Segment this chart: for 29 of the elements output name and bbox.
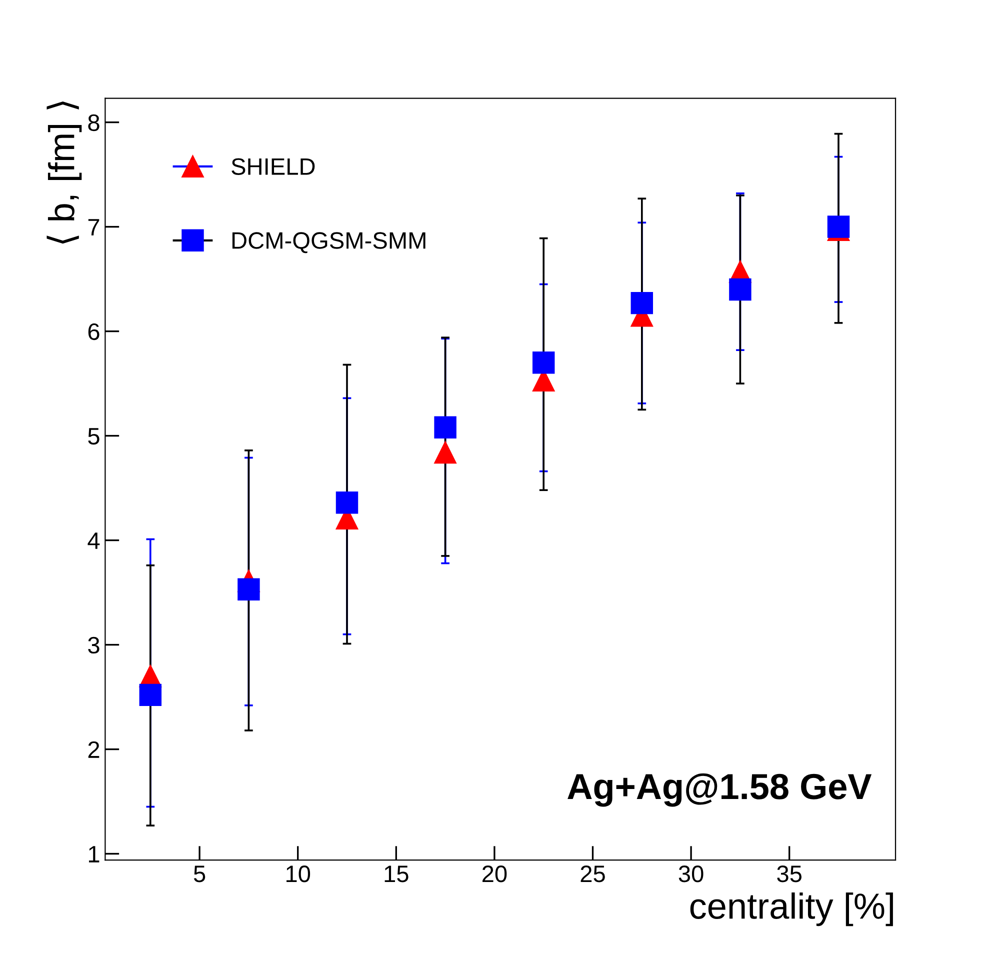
y-tick-label: 8 (88, 114, 100, 132)
x-axis-title: centrality [%] (690, 892, 893, 926)
x-tick-label: 30 (678, 866, 704, 882)
y-tick-label: 6 (88, 323, 100, 340)
point (336, 492, 358, 514)
point (630, 292, 654, 314)
x-tick-label: 15 (384, 866, 408, 882)
x-tick-label: 5 (194, 866, 206, 882)
point (139, 684, 162, 706)
legend-label: DCM-QGSM-SMM (232, 232, 426, 254)
x-tick-label: 10 (286, 866, 310, 882)
y-axis-title: ⟨ b, [fm] ⟩ (46, 101, 82, 244)
point (238, 578, 260, 600)
point (434, 416, 456, 439)
point (729, 278, 752, 301)
x-tick-label: 25 (580, 866, 605, 882)
x-tick-label: 20 (482, 866, 507, 882)
y-tick-label: 3 (88, 636, 100, 654)
x-tick-label: 35 (777, 866, 802, 882)
y-tick-label: 5 (88, 428, 100, 445)
point (434, 441, 456, 464)
y-tick-label: 4 (88, 532, 100, 549)
legend-label: SHIELD (232, 158, 315, 175)
y-tick-label: 7 (88, 219, 100, 236)
y-tick-label: 1 (88, 846, 100, 862)
y-tick-label: 2 (88, 741, 100, 758)
annotation: Ag+Ag@1.58 GeV (568, 773, 872, 807)
point (532, 352, 555, 374)
point (827, 216, 850, 238)
